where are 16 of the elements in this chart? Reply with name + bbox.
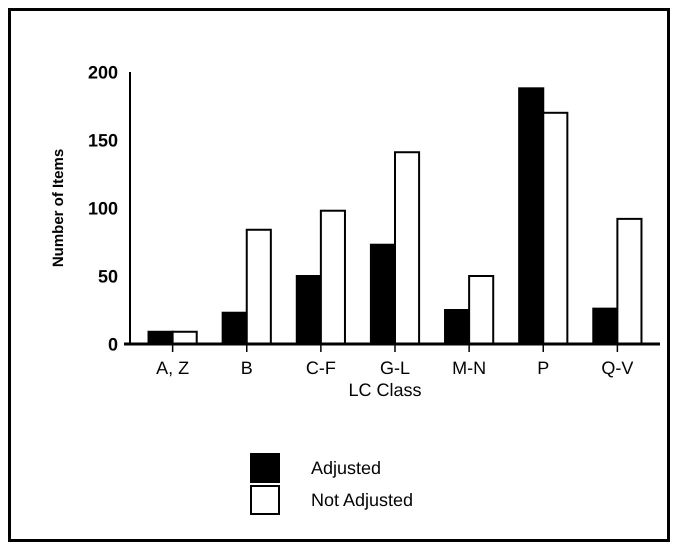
legend-label: Not Adjusted bbox=[311, 490, 414, 510]
x-tick-label: Q-V bbox=[601, 358, 634, 378]
x-tick-label: P bbox=[537, 358, 550, 378]
x-tick-label: B bbox=[240, 358, 253, 378]
y-tick-label: 200 bbox=[88, 62, 118, 82]
x-tick-label: M-N bbox=[452, 358, 486, 378]
y-tick-label: 50 bbox=[98, 266, 118, 286]
x-tick-label: C-F bbox=[306, 358, 336, 378]
y-tick-label: 150 bbox=[88, 130, 118, 150]
y-tick-label: 0 bbox=[108, 334, 118, 354]
x-axis-title: LC Class bbox=[348, 380, 422, 400]
legend-label: Adjusted bbox=[311, 458, 382, 478]
x-tick-label: A, Z bbox=[156, 358, 190, 378]
y-tick-label: 100 bbox=[88, 198, 118, 218]
y-axis-title: Number of Items bbox=[50, 148, 67, 268]
x-tick-label: G-L bbox=[380, 358, 410, 378]
